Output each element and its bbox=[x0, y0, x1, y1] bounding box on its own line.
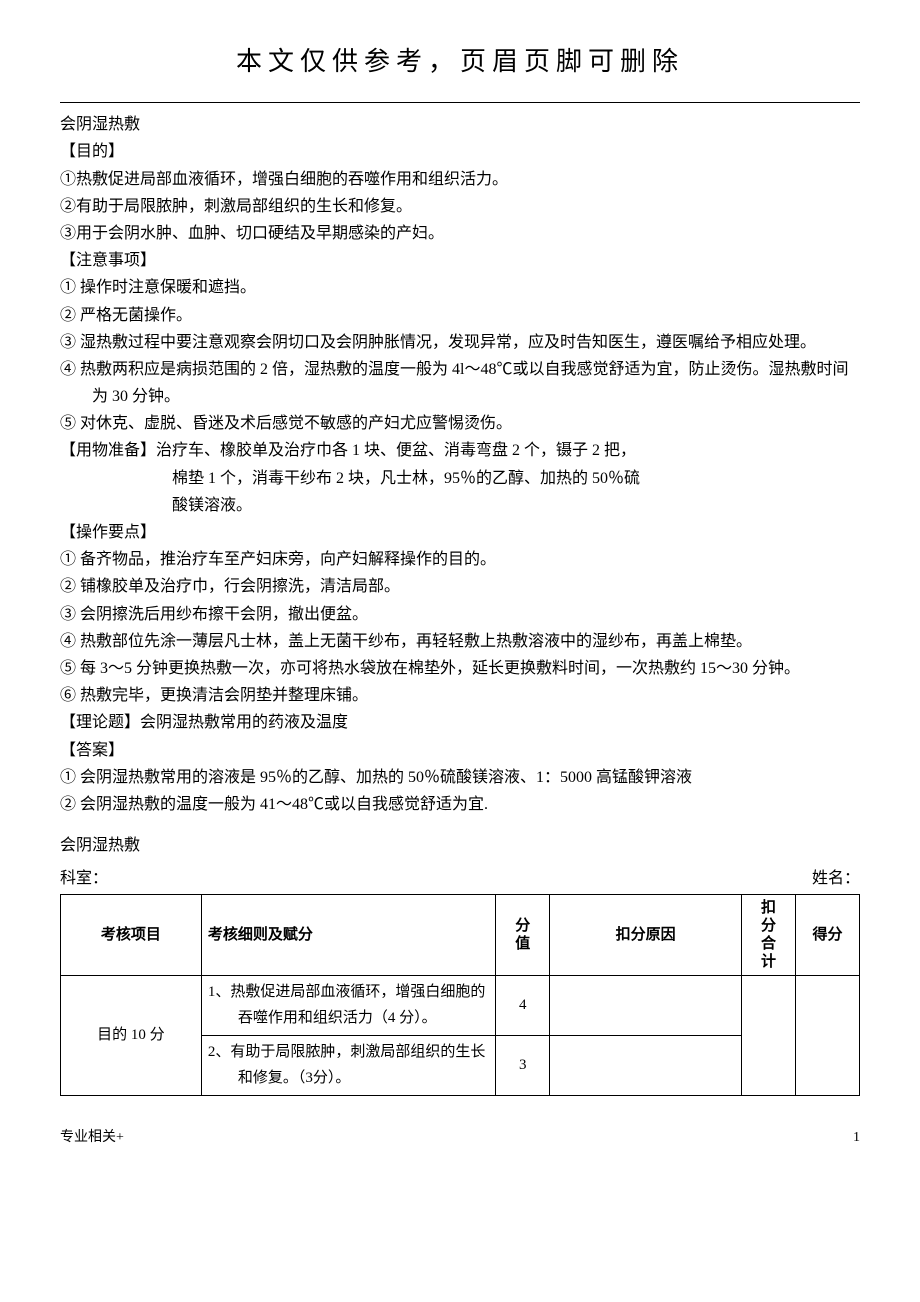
page-footer: 专业相关+ 1 bbox=[60, 1126, 860, 1150]
purpose-heading: 【目的】 bbox=[60, 138, 860, 165]
name-label: 姓名： bbox=[812, 865, 860, 892]
theory-text: 会阴湿热敷常用的药液及温度 bbox=[140, 714, 348, 731]
ops-item: ② 铺橡胶单及治疗巾，行会阴擦洗，清洁局部。 bbox=[60, 573, 860, 600]
cell-score: 3 bbox=[496, 1036, 550, 1096]
cell-item: 目的 10 分 bbox=[61, 976, 202, 1096]
form-header-row: 科室： 姓名： bbox=[60, 865, 860, 892]
ops-item: ⑤ 每 3～5 分钟更换热敷一次，亦可将热水袋放在棉垫外，延长更换敷料时间，一次… bbox=[60, 655, 860, 682]
cell-got bbox=[795, 976, 859, 1096]
form-title: 会阴湿热敷 bbox=[60, 832, 860, 859]
notes-item: ③ 湿热敷过程中要注意观察会阴切口及会阴肿胀情况，发现异常，应及时告知医生，遵医… bbox=[60, 329, 860, 356]
ops-heading: 【操作要点】 bbox=[60, 519, 860, 546]
cell-reason bbox=[550, 1036, 742, 1096]
ops-item: ③ 会阴擦洗后用纱布擦干会阴，撤出便盆。 bbox=[60, 601, 860, 628]
ops-item: ④ 热敷部位先涂一薄层凡士林，盖上无菌干纱布，再轻轻敷上热敷溶液中的湿纱布，再盖… bbox=[60, 628, 860, 655]
cell-deduct bbox=[742, 976, 796, 1096]
th-got: 得分 bbox=[795, 895, 859, 976]
answer-item: ① 会阴湿热敷常用的溶液是 95％的乙醇、加热的 50％硫酸镁溶液、1：5000… bbox=[60, 764, 860, 791]
page-header-title: 本文仅供参考，页眉页脚可删除 bbox=[60, 40, 860, 96]
th-reason: 扣分原因 bbox=[550, 895, 742, 976]
notes-item: ② 严格无菌操作。 bbox=[60, 302, 860, 329]
notes-item: ① 操作时注意保暖和遮挡。 bbox=[60, 274, 860, 301]
prep-text-cont: 酸镁溶液。 bbox=[60, 492, 860, 519]
cell-detail: 2、有助于局限脓肿，刺激局部组织的生长和修复。（3分）。 bbox=[201, 1036, 496, 1096]
th-item: 考核项目 bbox=[61, 895, 202, 976]
purpose-item: ②有助于局限脓肿，刺激局部组织的生长和修复。 bbox=[60, 193, 860, 220]
th-deduct: 扣分合计 bbox=[742, 895, 796, 976]
answer-item: ② 会阴湿热敷的温度一般为 41～48℃或以自我感觉舒适为宜. bbox=[60, 791, 860, 818]
answer-heading: 【答案】 bbox=[60, 737, 860, 764]
document-body: 会阴湿热敷 【目的】 ①热敷促进局部血液循环，增强白细胞的吞噬作用和组织活力。 … bbox=[60, 111, 860, 1096]
dept-label: 科室： bbox=[60, 865, 108, 892]
prep-text-cont: 棉垫 1 个，消毒干纱布 2 块，凡士林，95％的乙醇、加热的 50％硫 bbox=[60, 465, 860, 492]
th-score: 分值 bbox=[496, 895, 550, 976]
purpose-item: ①热敷促进局部血液循环，增强白细胞的吞噬作用和组织活力。 bbox=[60, 166, 860, 193]
ops-item: ⑥ 热敷完毕，更换清洁会阴垫并整理床铺。 bbox=[60, 682, 860, 709]
notes-item: ④ 热敷两积应是病损范围的 2 倍，湿热敷的温度一般为 4l～48℃或以自我感觉… bbox=[60, 356, 860, 410]
document-title: 会阴湿热敷 bbox=[60, 111, 860, 138]
header-divider bbox=[60, 102, 860, 103]
table-row: 目的 10 分 1、热敷促进局部血液循环，增强白细胞的吞噬作用和组织活力（4 分… bbox=[61, 976, 860, 1036]
cell-detail: 1、热敷促进局部血液循环，增强白细胞的吞噬作用和组织活力（4 分）。 bbox=[201, 976, 496, 1036]
cell-score: 4 bbox=[496, 976, 550, 1036]
notes-item: ⑤ 对休克、虚脱、昏迷及术后感觉不敏感的产妇尤应警惕烫伤。 bbox=[60, 410, 860, 437]
th-detail: 考核细则及赋分 bbox=[201, 895, 496, 976]
table-header-row: 考核项目 考核细则及赋分 分值 扣分原因 扣分合计 得分 bbox=[61, 895, 860, 976]
theory-line: 【理论题】会阴湿热敷常用的药液及温度 bbox=[60, 709, 860, 736]
footer-page-number: 1 bbox=[853, 1126, 860, 1150]
footer-left: 专业相关+ bbox=[60, 1126, 124, 1150]
ops-item: ① 备齐物品，推治疗车至产妇床旁，向产妇解释操作的目的。 bbox=[60, 546, 860, 573]
prep-text: 治疗车、橡胶单及治疗巾各 1 块、便盆、消毒弯盘 2 个，镊子 2 把， bbox=[156, 442, 636, 459]
notes-heading: 【注意事项】 bbox=[60, 247, 860, 274]
cell-reason bbox=[550, 976, 742, 1036]
theory-label: 【理论题】 bbox=[60, 714, 140, 731]
purpose-item: ③用于会阴水肿、血肿、切口硬结及早期感染的产妇。 bbox=[60, 220, 860, 247]
assessment-table: 考核项目 考核细则及赋分 分值 扣分原因 扣分合计 得分 目的 10 分 1、热… bbox=[60, 894, 860, 1096]
prep-heading-line: 【用物准备】治疗车、橡胶单及治疗巾各 1 块、便盆、消毒弯盘 2 个，镊子 2 … bbox=[60, 437, 860, 464]
prep-label: 【用物准备】 bbox=[60, 442, 156, 459]
